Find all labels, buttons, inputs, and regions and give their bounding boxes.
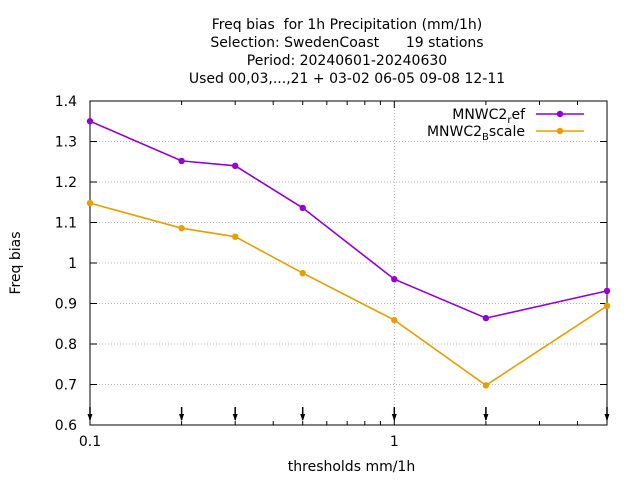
y-tick-label: 0.9 bbox=[55, 297, 77, 313]
threshold-marker-head bbox=[232, 414, 238, 421]
y-axis-label: Freq bias bbox=[8, 231, 24, 294]
series-line bbox=[89, 202, 608, 387]
series-line bbox=[89, 120, 608, 319]
threshold-marker-head bbox=[604, 414, 610, 421]
y-tick-label: 1.3 bbox=[55, 135, 77, 151]
y-tick-label: 1.4 bbox=[55, 94, 77, 110]
x-tick-label: 0.1 bbox=[79, 434, 101, 450]
title-line: Selection: SwedenCoast 19 stations bbox=[210, 35, 483, 51]
grid-lines bbox=[90, 101, 607, 425]
y-tick-label: 1 bbox=[68, 256, 77, 272]
y-tick-label: 0.7 bbox=[55, 378, 77, 394]
title-line: Freq bias for 1h Precipitation (mm/1h) bbox=[212, 17, 483, 33]
axis-ticks: 0.6 0.7 0.8 0.9 1 1.1 1.2 1.3 1.4 0.1 1 bbox=[55, 94, 608, 450]
data-point bbox=[178, 224, 185, 232]
y-tick-label: 1.2 bbox=[55, 175, 77, 191]
threshold-marker-head bbox=[87, 414, 93, 421]
legend-label: MNWC2ref bbox=[452, 107, 526, 126]
data-point bbox=[603, 287, 611, 295]
legend-swatch-point bbox=[556, 127, 564, 135]
threshold-marker-head bbox=[391, 414, 397, 421]
x-tick-label: 1 bbox=[390, 434, 399, 450]
data-point bbox=[231, 162, 239, 169]
data-point bbox=[299, 204, 306, 212]
data-point bbox=[482, 314, 490, 322]
data-point bbox=[482, 382, 490, 389]
x-axis-label: thresholds mm/1h bbox=[288, 459, 415, 475]
data-point bbox=[231, 233, 239, 240]
title-line: Period: 20240601-20240630 bbox=[247, 53, 447, 69]
title-line: Used 00,03,...,21 + 03-02 06-05 09-08 12… bbox=[189, 71, 505, 87]
data-point bbox=[603, 302, 611, 310]
legend-label: MNWC2Bscale bbox=[427, 124, 525, 143]
chart-title: Freq bias for 1h Precipitation (mm/1h) Se… bbox=[189, 17, 505, 87]
legend-swatch-point bbox=[556, 110, 564, 118]
data-point bbox=[86, 199, 94, 207]
y-tick-label: 0.6 bbox=[55, 418, 77, 434]
threshold-marker-head bbox=[179, 414, 185, 421]
data-point bbox=[391, 276, 398, 283]
threshold-marker-head bbox=[300, 414, 306, 421]
threshold-marker-head bbox=[483, 414, 489, 421]
data-point bbox=[86, 118, 94, 125]
threshold-markers bbox=[87, 407, 610, 421]
series-lines bbox=[86, 118, 611, 389]
y-tick-label: 1.1 bbox=[55, 216, 77, 232]
y-tick-label: 0.8 bbox=[55, 337, 77, 353]
data-point bbox=[299, 269, 306, 277]
data-point bbox=[178, 157, 185, 165]
data-point bbox=[391, 316, 398, 324]
